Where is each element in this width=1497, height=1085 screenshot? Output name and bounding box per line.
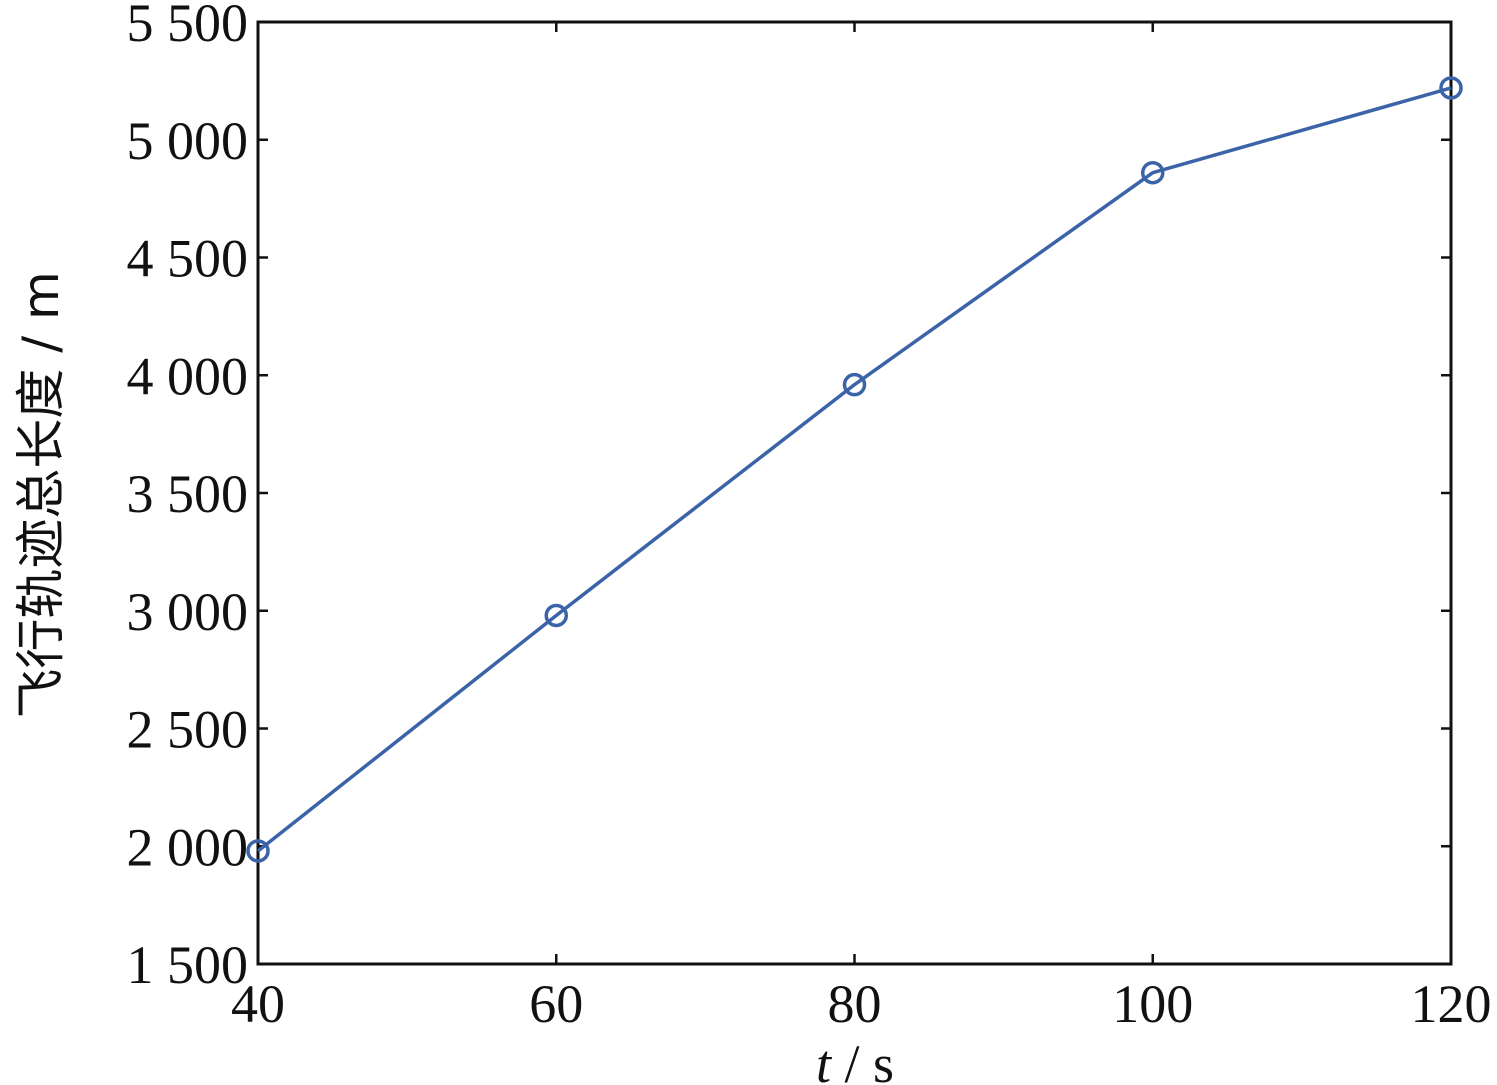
data-point [842,372,867,397]
ticks-layer: 40 60 80 100 120 1 500 2 000 2 500 3 000 3 500 4 0… [127,0,1492,1034]
x-tick-label: 120 [1411,974,1492,1034]
plot-frame-layer [256,20,1453,966]
y-tick-label: 3 000 [127,582,249,642]
x-axis-label: t / s [816,1034,894,1085]
y-tick-label: 1 500 [127,935,249,995]
labels-layer: t / s 飞行轨迹总长度 / m [12,271,894,1085]
data-point [246,839,270,863]
x-tick-label: 100 [1112,974,1193,1034]
data-point [1141,160,1165,185]
data-point [1439,76,1463,100]
y-axis-label: 飞行轨迹总长度 / m [12,271,70,718]
x-axis-label-var: t [816,1034,833,1085]
x-tick-label: 80 [828,974,882,1034]
x-tick-label: 40 [231,974,285,1034]
series-layer [246,76,1463,863]
plot-frame [256,20,1453,966]
y-tick-label: 5 500 [127,0,249,53]
y-tick-label: 2 000 [127,817,249,877]
x-tick-label: 60 [529,974,583,1034]
y-tick-label: 2 500 [127,700,249,760]
data-point [544,603,568,628]
y-tick-label: 3 500 [127,464,249,524]
series-line [256,86,1452,853]
y-tick-label: 4 000 [127,346,249,406]
y-tick-label: 4 500 [127,229,249,289]
y-tick-label: 5 000 [127,111,249,171]
x-axis-label-unit: / s [831,1034,894,1085]
